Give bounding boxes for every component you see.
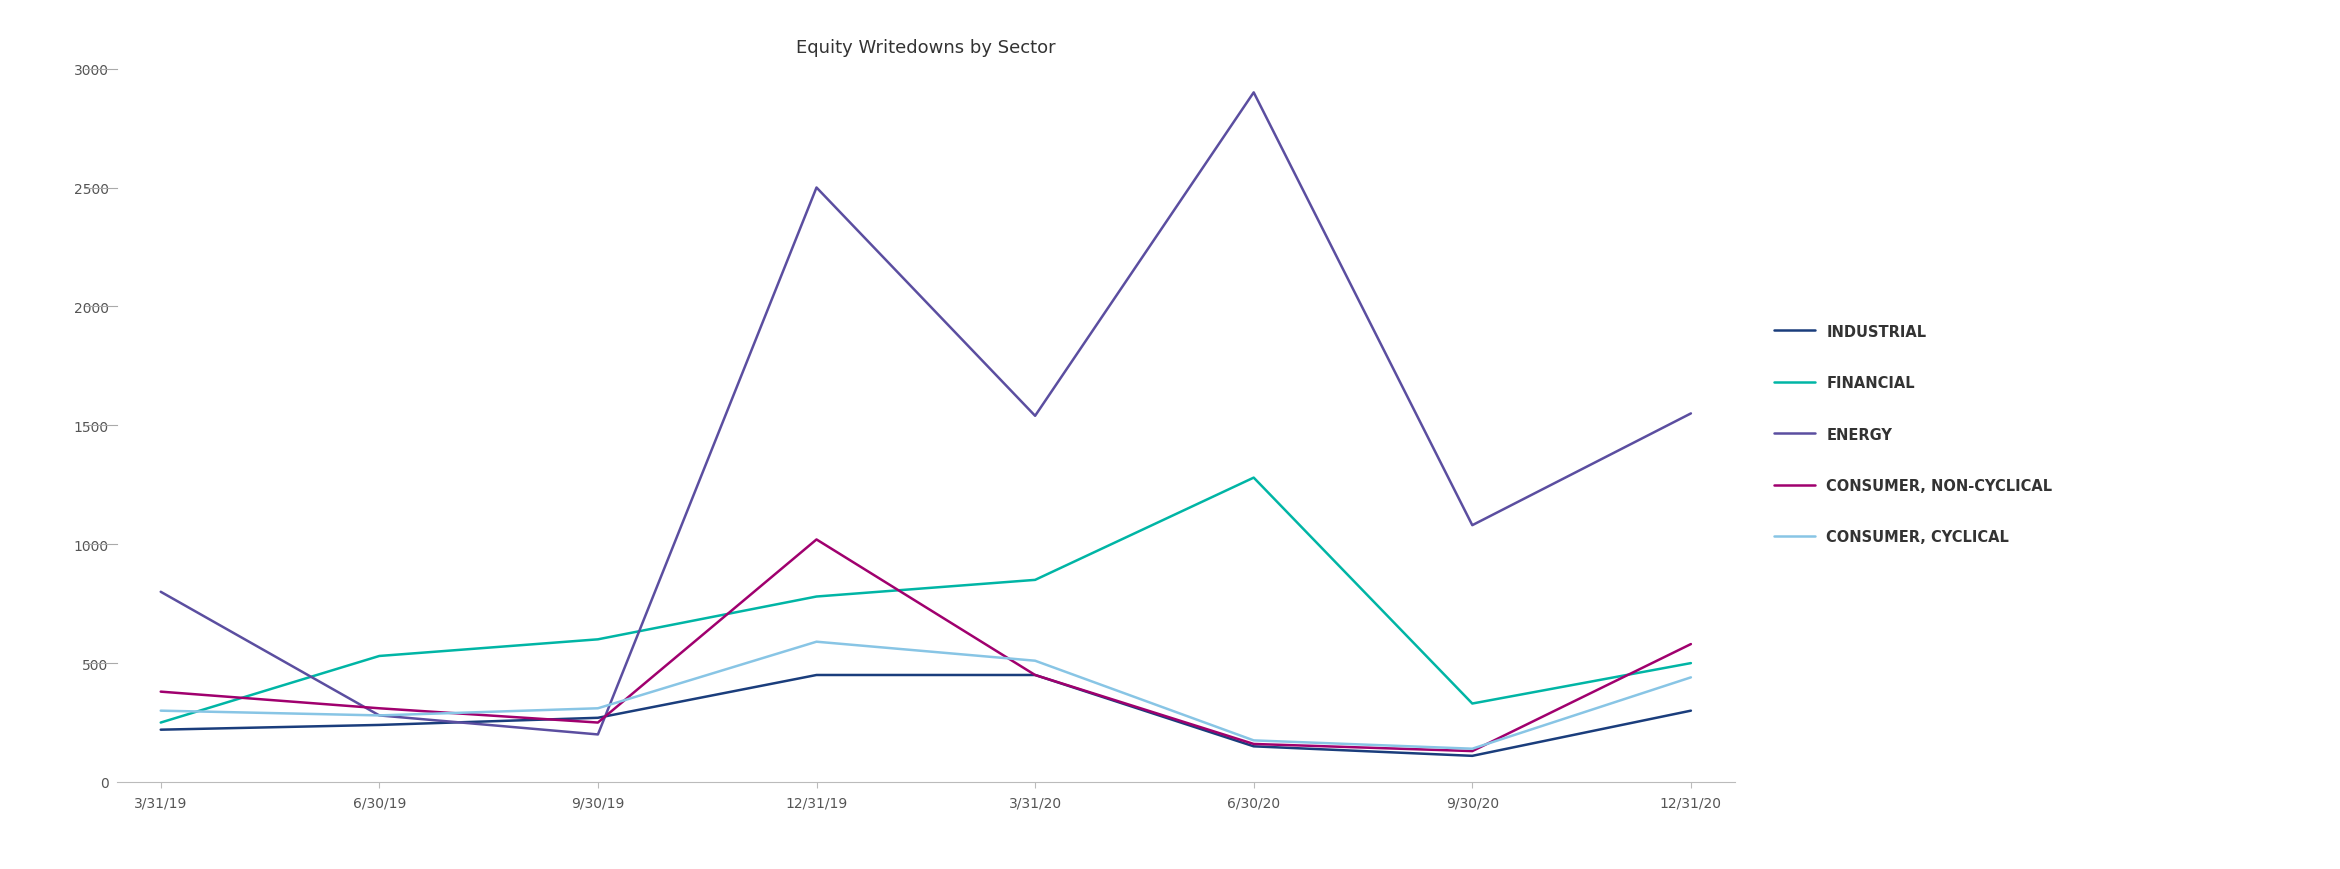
ENERGY xyxy=(1240,88,1268,98)
INDUSTRIAL xyxy=(803,670,831,680)
INDUSTRIAL xyxy=(147,725,175,735)
INDUSTRIAL xyxy=(1678,706,1706,716)
CONSUMER, CYCLICAL xyxy=(803,637,831,647)
Line: CONSUMER, CYCLICAL: CONSUMER, CYCLICAL xyxy=(161,642,1692,749)
INDUSTRIAL xyxy=(1020,670,1048,680)
CONSUMER, NON-CYCLICAL xyxy=(1678,639,1706,649)
INDUSTRIAL xyxy=(1458,751,1486,761)
Line: CONSUMER, NON-CYCLICAL: CONSUMER, NON-CYCLICAL xyxy=(161,540,1692,751)
INDUSTRIAL xyxy=(365,720,393,730)
Line: FINANCIAL: FINANCIAL xyxy=(161,478,1692,723)
CONSUMER, CYCLICAL xyxy=(147,706,175,716)
FINANCIAL xyxy=(1678,658,1706,668)
ENERGY xyxy=(365,710,393,720)
CONSUMER, NON-CYCLICAL xyxy=(803,534,831,545)
CONSUMER, CYCLICAL xyxy=(1678,673,1706,683)
FINANCIAL xyxy=(1240,473,1268,483)
CONSUMER, NON-CYCLICAL xyxy=(585,718,613,728)
FINANCIAL xyxy=(147,718,175,728)
Line: ENERGY: ENERGY xyxy=(161,93,1692,734)
ENERGY xyxy=(1678,408,1706,419)
CONSUMER, CYCLICAL xyxy=(1020,656,1048,667)
INDUSTRIAL xyxy=(1240,741,1268,752)
CONSUMER, CYCLICAL xyxy=(365,710,393,720)
CONSUMER, NON-CYCLICAL xyxy=(1458,746,1486,756)
FINANCIAL xyxy=(803,592,831,602)
FINANCIAL xyxy=(1458,699,1486,709)
CONSUMER, NON-CYCLICAL xyxy=(1240,739,1268,749)
CONSUMER, CYCLICAL xyxy=(1458,744,1486,754)
CONSUMER, NON-CYCLICAL xyxy=(1020,670,1048,680)
Legend: INDUSTRIAL, FINANCIAL, ENERGY, CONSUMER, NON-CYCLICAL, CONSUMER, CYCLICAL: INDUSTRIAL, FINANCIAL, ENERGY, CONSUMER,… xyxy=(1774,324,2052,545)
FINANCIAL xyxy=(585,634,613,645)
CONSUMER, NON-CYCLICAL xyxy=(365,703,393,713)
ENERGY xyxy=(585,729,613,740)
INDUSTRIAL xyxy=(585,713,613,723)
ENERGY xyxy=(803,183,831,194)
CONSUMER, NON-CYCLICAL xyxy=(147,687,175,697)
FINANCIAL xyxy=(365,651,393,661)
ENERGY xyxy=(1458,521,1486,531)
CONSUMER, CYCLICAL xyxy=(1240,735,1268,746)
Title: Equity Writedowns by Sector: Equity Writedowns by Sector xyxy=(796,39,1055,56)
CONSUMER, CYCLICAL xyxy=(585,703,613,713)
FINANCIAL xyxy=(1020,575,1048,586)
Line: INDUSTRIAL: INDUSTRIAL xyxy=(161,675,1692,756)
ENERGY xyxy=(147,587,175,597)
ENERGY xyxy=(1020,411,1048,421)
